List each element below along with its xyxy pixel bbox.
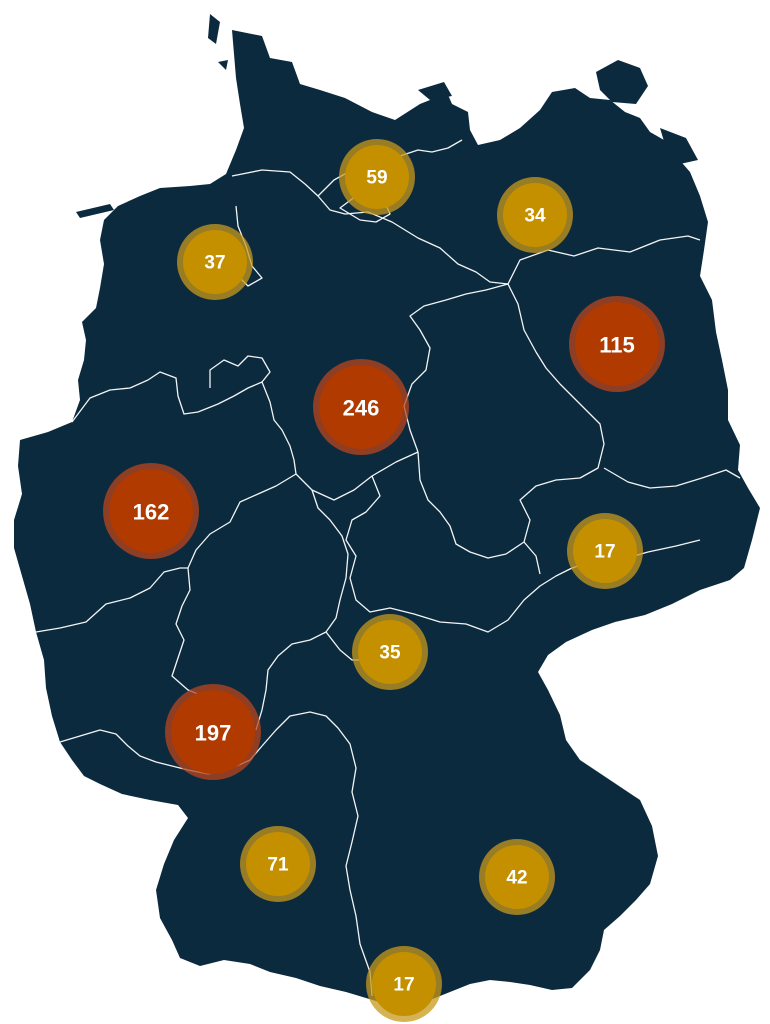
- cluster-17a-marker[interactable]: 17: [567, 513, 643, 589]
- cluster-count: 17: [594, 542, 615, 563]
- cluster-disc: [246, 832, 310, 896]
- cluster-disc: [319, 365, 403, 449]
- island-fohr: [218, 60, 228, 70]
- cluster-246-marker[interactable]: 246: [313, 359, 409, 455]
- cluster-42-marker[interactable]: 42: [479, 839, 555, 915]
- cluster-count: 34: [524, 206, 546, 227]
- cluster-59-marker[interactable]: 59: [339, 139, 415, 215]
- cluster-count: 197: [195, 721, 232, 746]
- cluster-count: 17: [393, 975, 414, 996]
- cluster-35-marker[interactable]: 35: [352, 614, 428, 690]
- island-rugen: [596, 60, 648, 104]
- island-fehmarn: [418, 82, 452, 100]
- cluster-disc: [503, 183, 567, 247]
- cluster-disc: [358, 620, 422, 684]
- cluster-markers: 59 34 37 115 246 162 17 35 197 71 42 17: [103, 139, 665, 1022]
- island-frisian: [76, 204, 114, 218]
- cluster-count: 71: [267, 855, 289, 876]
- cluster-disc: [183, 230, 247, 294]
- cluster-count: 59: [366, 168, 387, 189]
- cluster-count: 246: [343, 396, 380, 421]
- cluster-disc: [372, 952, 436, 1016]
- cluster-disc: [575, 302, 659, 386]
- cluster-disc: [485, 845, 549, 909]
- cluster-17b-marker[interactable]: 17: [366, 946, 442, 1022]
- cluster-count: 42: [506, 868, 527, 889]
- cluster-34-marker[interactable]: 34: [497, 177, 573, 253]
- cluster-162-marker[interactable]: 162: [103, 463, 199, 559]
- island-usedom: [660, 128, 698, 164]
- cluster-count: 35: [379, 643, 401, 664]
- cluster-disc: [171, 690, 255, 774]
- cluster-197-marker[interactable]: 197: [165, 684, 261, 780]
- cluster-count: 37: [204, 253, 225, 274]
- cluster-disc: [345, 145, 409, 209]
- cluster-disc: [573, 519, 637, 583]
- island-sylt: [208, 14, 220, 44]
- cluster-37-marker[interactable]: 37: [177, 224, 253, 300]
- cluster-count: 115: [599, 333, 635, 358]
- cluster-115-marker[interactable]: 115: [569, 296, 665, 392]
- cluster-71-marker[interactable]: 71: [240, 826, 316, 902]
- cluster-disc: [109, 469, 193, 553]
- cluster-count: 162: [133, 500, 170, 525]
